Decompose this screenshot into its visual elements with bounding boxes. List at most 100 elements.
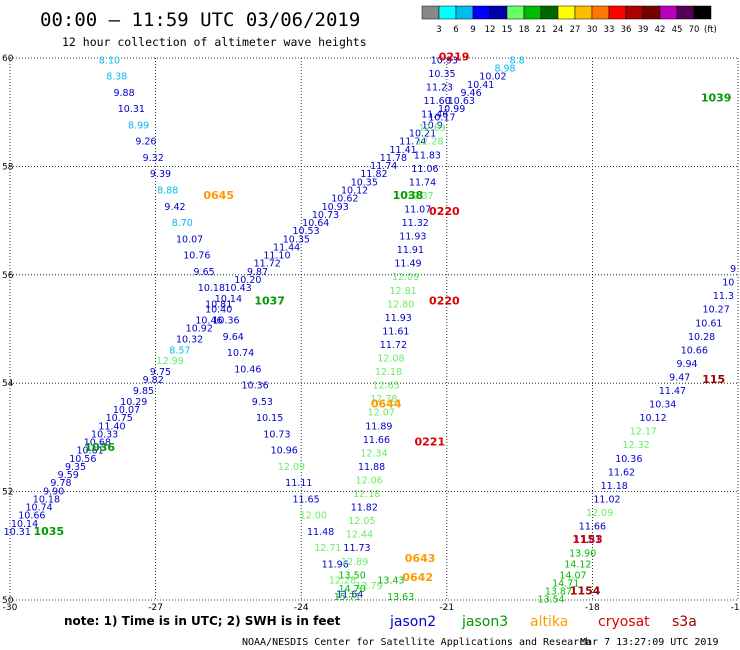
colorbar-tick-label: 27 bbox=[570, 25, 581, 35]
swh-value-label: 9.59 bbox=[58, 470, 79, 481]
swh-value-label: 12.09 bbox=[392, 272, 419, 283]
y-tick-label: 60 bbox=[2, 54, 14, 64]
swh-value-label: 10.74 bbox=[227, 348, 254, 359]
swh-value-label: 8.10 bbox=[99, 55, 120, 66]
swh-value-label: 9.26 bbox=[135, 137, 156, 148]
swh-value-label: 11.93 bbox=[399, 232, 426, 243]
y-tick-label: 54 bbox=[2, 379, 14, 389]
pass-time-label: 1039 bbox=[701, 91, 732, 104]
swh-value-label: 11.41 bbox=[390, 145, 417, 156]
legend: jason2 jason3 altika cryosat s3a bbox=[389, 614, 697, 630]
pass-time-label: 1038 bbox=[393, 189, 424, 202]
swh-value-label: 10.18 bbox=[198, 283, 225, 294]
swh-value-label: 10.61 bbox=[76, 446, 103, 457]
swh-value-label: 12.89 bbox=[419, 123, 446, 134]
pass-time-label: 115 bbox=[702, 373, 725, 386]
colorbar-tick-label: 15 bbox=[502, 25, 513, 35]
swh-value-label: 10.76 bbox=[183, 251, 210, 262]
swh-value-label: 12.28 bbox=[416, 137, 443, 148]
swh-value-label: 9.94 bbox=[676, 359, 697, 370]
swh-value-label: 10.36 bbox=[212, 316, 239, 327]
swh-value-label: 11.74 bbox=[370, 161, 397, 172]
colorbar-tick-label: 24 bbox=[553, 25, 564, 35]
colorbar-swatch bbox=[591, 5, 610, 20]
x-tick-label: -30 bbox=[3, 603, 18, 613]
swh-value-label: 10.07 bbox=[113, 405, 140, 416]
swh-value-label: 10.17 bbox=[428, 112, 455, 123]
colorbar-tick-label: 36 bbox=[621, 25, 632, 35]
swh-value-label: 9.90 bbox=[43, 486, 64, 497]
swh-value-label: 10.18 bbox=[33, 494, 60, 505]
swh-value-label: 8.8 bbox=[510, 55, 525, 66]
swh-value-label: 13.87 bbox=[545, 587, 572, 598]
swh-value-label: 10.12 bbox=[341, 186, 368, 197]
swh-value-label: 10.29 bbox=[120, 397, 147, 408]
swh-value-label: 11.47 bbox=[659, 386, 686, 397]
colorbar-swatch bbox=[608, 5, 627, 20]
legend-altika: altika bbox=[530, 614, 568, 630]
swh-value-label: 11.72 bbox=[380, 340, 407, 351]
swh-value-label: 10.32 bbox=[176, 335, 203, 346]
swh-value-label: 11.66 bbox=[363, 435, 390, 446]
swh-value-label: 10.31 bbox=[4, 527, 31, 538]
swh-value-label: 9.75 bbox=[150, 367, 171, 378]
swh-value-label: 12.06 bbox=[356, 475, 383, 486]
swh-value-label: 12.44 bbox=[346, 530, 373, 541]
x-tick-label: -18 bbox=[585, 603, 600, 613]
pass-time-label: 0220 bbox=[429, 295, 460, 308]
colorbar-swatch bbox=[421, 5, 440, 20]
x-tick-label: -21 bbox=[439, 603, 454, 613]
swh-value-label: 11.78 bbox=[380, 153, 407, 164]
swh-value-label: 10.14 bbox=[215, 294, 242, 305]
swh-value-label: 9.85 bbox=[133, 386, 154, 397]
swh-value-label: 12.65 bbox=[373, 381, 400, 392]
swh-value-label: 10.75 bbox=[106, 413, 133, 424]
colorbar-swatch bbox=[438, 5, 457, 20]
swh-value-label: 9.47 bbox=[669, 372, 690, 383]
colorbar-swatch bbox=[676, 5, 695, 20]
colorbar-swatch bbox=[506, 5, 525, 20]
swh-value-label: 10.74 bbox=[26, 503, 53, 514]
swh-value-label: 10.07 bbox=[176, 234, 203, 245]
pass-time-label: 0219 bbox=[439, 51, 470, 64]
swh-value-label: 10.62 bbox=[331, 194, 358, 205]
swh-value-label: 10.92 bbox=[186, 324, 213, 335]
colorbar-unit: (ft) bbox=[704, 25, 717, 35]
swh-value-label: 9.87 bbox=[247, 267, 268, 278]
colorbar-tick-label: 70 bbox=[689, 25, 700, 35]
swh-value-label: 9.53 bbox=[252, 397, 273, 408]
y-tick-label: 58 bbox=[2, 162, 14, 172]
swh-value-label: 8.99 bbox=[128, 120, 149, 131]
swh-value-label: 10.81 bbox=[205, 299, 232, 310]
pass-time-label: 1153 bbox=[572, 533, 603, 546]
chart-subtitle: 12 hour collection of altimeter wave hei… bbox=[62, 35, 367, 49]
swh-value-label: 11.11 bbox=[285, 478, 312, 489]
swh-value-label: 10.61 bbox=[695, 318, 722, 329]
swh-value-label: 11.61 bbox=[382, 326, 409, 337]
swh-value-label: 12.89 bbox=[341, 557, 368, 568]
colorbar-swatch bbox=[557, 5, 576, 20]
swh-value-label: 11.32 bbox=[402, 218, 429, 229]
swh-value-label: 10 bbox=[722, 278, 734, 289]
swh-value-label: 9 bbox=[730, 264, 736, 275]
swh-value-label: 10.99 bbox=[438, 104, 465, 115]
colorbar-swatch bbox=[625, 5, 644, 20]
swh-value-label: 14.70 bbox=[339, 584, 366, 595]
swh-value-label: 12.37 bbox=[407, 191, 434, 202]
swh-value-label: 11.82 bbox=[351, 503, 378, 514]
swh-value-label: 11.10 bbox=[263, 251, 290, 262]
swh-value-label: 14.07 bbox=[559, 570, 586, 581]
swh-value-label: 12.80 bbox=[387, 299, 414, 310]
swh-value-label: 12.79 bbox=[356, 581, 383, 592]
swh-value-label: 13.90 bbox=[569, 549, 596, 560]
colorbar-swatch bbox=[472, 5, 491, 20]
swh-value-label: 11.23 bbox=[426, 83, 453, 94]
swh-value-label: 11.88 bbox=[358, 462, 385, 473]
colorbar-swatch bbox=[659, 5, 678, 20]
swh-value-label: 10.64 bbox=[302, 218, 329, 229]
chart-title: 00:00 – 11:59 UTC 03/06/2019 bbox=[40, 9, 360, 31]
swh-value-label: 12.17 bbox=[630, 427, 657, 438]
swh-value-label: 11.46 bbox=[421, 110, 448, 121]
swh-value-label: 10.43 bbox=[225, 283, 252, 294]
swh-value-label: 10.63 bbox=[448, 96, 475, 107]
